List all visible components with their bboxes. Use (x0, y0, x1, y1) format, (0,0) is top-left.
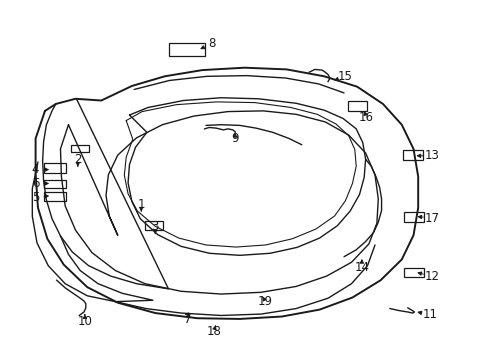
Text: 5: 5 (32, 191, 39, 204)
Bar (403, 212, 423, 222)
Text: 17: 17 (424, 212, 439, 225)
Text: 8: 8 (207, 37, 215, 50)
Bar (43, 163, 66, 173)
Text: 1: 1 (137, 198, 144, 211)
Text: 3: 3 (151, 220, 159, 233)
Text: 19: 19 (258, 295, 273, 308)
Bar (347, 101, 366, 111)
Text: 15: 15 (337, 70, 352, 83)
Bar (43, 192, 66, 201)
Bar (43, 180, 66, 188)
Bar (402, 150, 422, 160)
Text: 10: 10 (77, 315, 92, 328)
Bar (71, 145, 88, 152)
Text: 18: 18 (206, 325, 221, 338)
Text: 14: 14 (354, 261, 368, 274)
Text: 4: 4 (32, 163, 39, 176)
Text: 9: 9 (231, 132, 238, 145)
Text: 12: 12 (424, 270, 439, 283)
Text: 13: 13 (424, 149, 439, 162)
Text: 11: 11 (422, 308, 437, 321)
Bar (403, 268, 423, 278)
Bar (144, 221, 163, 230)
Text: 7: 7 (184, 314, 191, 327)
Text: 6: 6 (32, 177, 39, 190)
Bar (169, 43, 204, 56)
Text: 2: 2 (74, 153, 81, 166)
Text: 16: 16 (358, 111, 373, 124)
